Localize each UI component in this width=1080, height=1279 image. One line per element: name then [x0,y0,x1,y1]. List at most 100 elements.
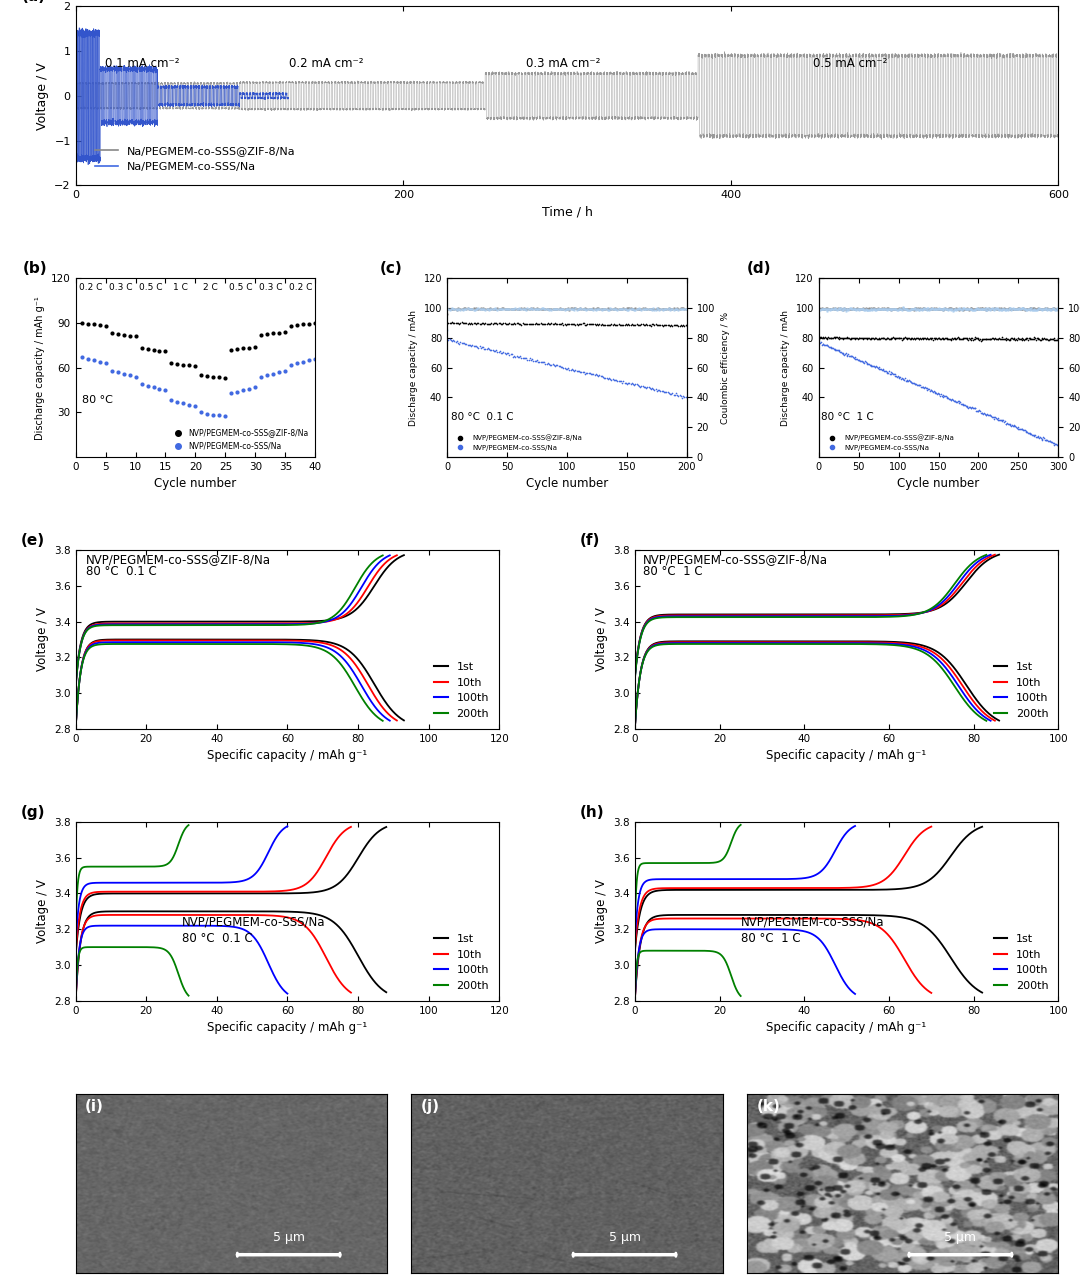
Text: 0.5 C: 0.5 C [229,283,252,292]
Line: 100th: 100th [76,642,390,729]
100th [281,986,294,1001]
10th [202,907,215,922]
200th [679,943,692,958]
1st [968,980,981,995]
100th [841,636,854,651]
1st [836,907,849,922]
Text: 2 C: 2 C [203,283,218,292]
10th [295,916,308,931]
10th [872,920,885,935]
Y-axis label: Discharge capacity / mAh: Discharge capacity / mAh [409,310,418,426]
100th [219,634,232,650]
Text: (c): (c) [380,261,403,276]
1st [993,712,1005,728]
200th [149,636,162,651]
200th [917,645,930,660]
200th [656,943,669,958]
100th [124,918,137,934]
1st [247,632,260,647]
Y-axis label: Voltage / V: Voltage / V [595,880,608,944]
100th [383,712,396,728]
1st [794,907,807,922]
1st [226,632,239,647]
Line: 100th: 100th [635,643,990,729]
Text: 5 μm: 5 μm [272,1230,305,1244]
100th [629,721,642,737]
Line: 1st: 1st [635,914,982,1000]
Text: 0.1 mA cm⁻²: 0.1 mA cm⁻² [105,56,179,70]
200th [629,721,642,737]
1st [69,721,82,737]
200th [972,709,985,724]
Line: 10th: 10th [635,918,931,1000]
Line: 200th: 200th [635,950,741,1000]
Text: (b): (b) [23,261,48,276]
Line: 10th: 10th [76,641,396,729]
1st [397,712,410,728]
1st [846,633,859,648]
X-axis label: Specific capacity / mAh g⁻¹: Specific capacity / mAh g⁻¹ [207,749,367,762]
10th [789,911,802,926]
X-axis label: Time / h: Time / h [541,206,593,219]
Text: 0.5 mA cm⁻²: 0.5 mA cm⁻² [813,56,887,70]
1st [816,907,829,922]
X-axis label: Cycle number: Cycle number [526,477,608,491]
1st [390,707,403,723]
Text: 80 °C  0.1 C: 80 °C 0.1 C [86,565,157,578]
Text: NVP/PEGMEM-co-SSS@ZIF-8/Na: NVP/PEGMEM-co-SSS@ZIF-8/Na [644,553,828,565]
Line: 10th: 10th [635,642,995,729]
Legend: 1st, 10th, 100th, 200th: 1st, 10th, 100th, 200th [989,657,1053,724]
X-axis label: Specific capacity / mAh g⁻¹: Specific capacity / mAh g⁻¹ [207,1021,367,1035]
10th [705,911,718,926]
100th [221,634,234,650]
10th [261,633,274,648]
100th [809,929,822,944]
10th [233,907,246,922]
10th [800,634,813,650]
Text: (j): (j) [421,1099,440,1114]
200th [715,948,728,963]
10th [924,643,937,659]
10th [390,712,403,728]
Text: 80 °C  1 C: 80 °C 1 C [741,931,800,945]
10th [806,911,819,926]
100th [920,643,933,659]
1st [796,907,809,922]
200th [376,714,389,729]
200th [679,943,692,958]
1st [985,707,998,723]
Text: 0.3 C: 0.3 C [258,283,282,292]
10th [629,721,642,737]
Y-axis label: Voltage / V: Voltage / V [595,608,608,671]
10th [140,907,153,922]
100th [150,634,163,650]
1st [826,633,839,648]
Text: 80 °C  1 C: 80 °C 1 C [821,412,874,422]
Text: NVP/PEGMEM-co-SSS@ZIF-8/Na: NVP/PEGMEM-co-SSS@ZIF-8/Na [86,553,271,565]
1st [380,985,393,1000]
100th [748,922,761,938]
Text: (e): (e) [21,533,44,547]
Text: 80 °C  0.1 C: 80 °C 0.1 C [181,931,253,945]
200th [217,636,230,651]
200th [369,709,382,724]
200th [820,637,833,652]
Text: (i): (i) [85,1099,104,1114]
Legend: Na/PEGMEM-co-SSS@ZIF-8/Na, Na/PEGMEM-co-SSS/Na: Na/PEGMEM-co-SSS@ZIF-8/Na, Na/PEGMEM-co-… [91,142,299,177]
200th [131,940,144,955]
10th [721,634,734,650]
Legend: 1st, 10th, 100th, 200th: 1st, 10th, 100th, 200th [430,930,494,995]
Y-axis label: Voltage / V: Voltage / V [36,608,49,671]
Text: 80 °C  0.1 C: 80 °C 0.1 C [450,412,513,422]
100th [733,922,746,938]
Text: 80 °C: 80 °C [82,395,112,405]
10th [69,721,82,737]
1st [928,642,941,657]
1st [154,632,167,647]
100th [849,986,862,1001]
Line: 100th: 100th [635,930,855,1000]
200th [980,714,993,729]
Y-axis label: Coulombic efficiency / %: Coulombic efficiency / % [720,312,729,423]
1st [975,985,988,1000]
1st [217,904,230,920]
